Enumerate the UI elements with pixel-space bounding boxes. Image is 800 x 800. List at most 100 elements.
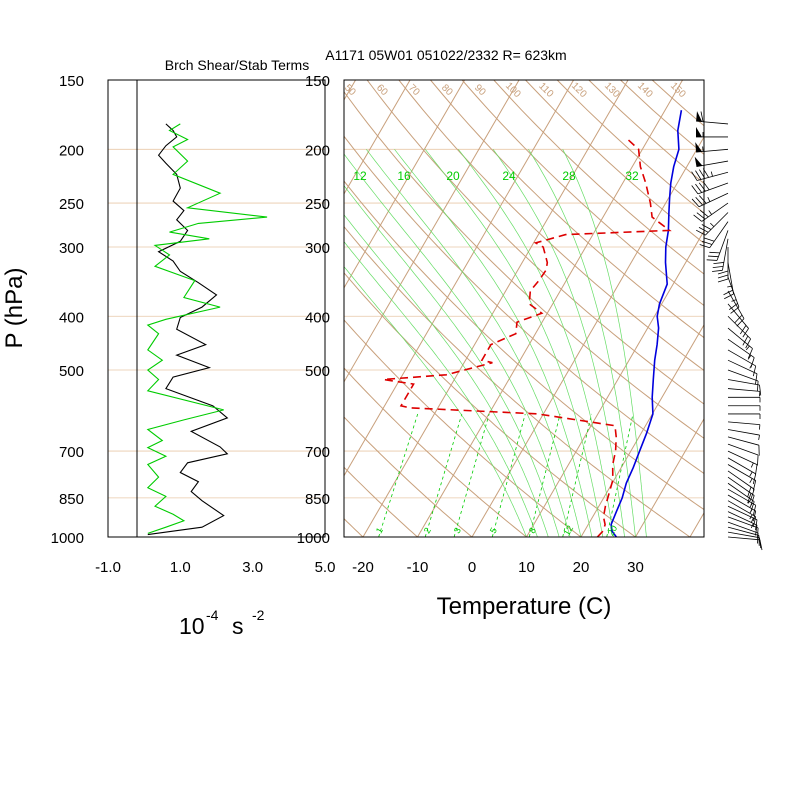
wind-barb xyxy=(727,443,759,466)
shear-line-black xyxy=(147,123,229,536)
wind-barb xyxy=(727,470,755,500)
wind-barb-half-feather xyxy=(708,210,712,215)
wind-barb-feather xyxy=(757,380,759,392)
wind-barb-feather xyxy=(698,169,706,179)
wind-barb-feather xyxy=(717,274,729,279)
wind-barb-feather xyxy=(734,314,743,324)
left-xlabel-unit-exp: -2 xyxy=(252,607,265,623)
skew-x-tick-label: 0 xyxy=(468,559,476,576)
moist-adiabat-line xyxy=(344,241,538,537)
mixing-ratio-line xyxy=(424,413,463,537)
stability-line-green xyxy=(146,123,268,534)
wind-barb-feather xyxy=(755,373,758,385)
wind-barb-shaft xyxy=(727,436,760,446)
wind-barb-feather xyxy=(706,259,718,261)
wind-barb xyxy=(691,168,729,181)
wind-barb xyxy=(706,230,729,261)
wind-barb xyxy=(693,202,729,222)
wind-barb-shaft xyxy=(698,192,729,208)
skew-x-tick-label: 30 xyxy=(627,559,644,576)
left-xlabel-base: 10 xyxy=(179,613,205,639)
left-series-group xyxy=(146,123,268,536)
wind-barb-shaft xyxy=(727,531,760,539)
wind-barb-shaft xyxy=(727,327,753,349)
left-y-tick-label: 500 xyxy=(59,363,84,380)
dry-adiabat-line xyxy=(619,80,704,155)
dry-adiabat-line xyxy=(344,272,637,537)
wind-barb xyxy=(728,405,761,411)
left-x-tick-label: 3.0 xyxy=(242,559,263,576)
wind-barb-shaft xyxy=(727,315,751,340)
wind-barb-feather xyxy=(695,196,703,206)
wind-barb-pennant xyxy=(695,142,703,153)
skew-x-tick-labels: -20 -10 0 10 20 30 xyxy=(352,559,644,576)
wind-barb-pennant xyxy=(696,111,703,122)
wind-barb-feather xyxy=(752,505,757,516)
shear-stability-panel: 150 200 250 300 400 500 700 850 1000 -1.0 1.0 3.0 5… xyxy=(51,73,336,576)
left-x-tick-label: -1.0 xyxy=(95,559,121,576)
skew-y-tick-label: 1000 xyxy=(297,530,330,547)
wind-barb-feather xyxy=(747,486,752,497)
left-y-tick-label: 200 xyxy=(59,142,84,159)
wind-barb-shaft xyxy=(727,521,759,534)
wind-barb-feather xyxy=(750,357,755,368)
isotherm-line xyxy=(344,80,465,289)
isotherm-line xyxy=(635,417,704,537)
skew-y-tick-label: 250 xyxy=(305,196,330,213)
wind-barb-shaft xyxy=(727,505,758,521)
wind-barb xyxy=(727,464,757,491)
left-y-tick-label: 400 xyxy=(59,309,84,326)
wind-barb xyxy=(727,276,740,314)
wind-barb-feather xyxy=(695,229,706,236)
wind-barb-shaft xyxy=(727,338,755,358)
wind-barb xyxy=(727,315,751,349)
mixing-ratio-label: 3 xyxy=(452,526,463,535)
mixing-ratio-label: 8 xyxy=(527,526,538,535)
wind-barb-feather xyxy=(752,510,757,522)
dry-adiabat-line xyxy=(524,80,704,244)
wind-barb-feather xyxy=(739,325,747,335)
mixing-ratio-label: 20 xyxy=(606,524,620,538)
wind-barb-feather xyxy=(717,270,729,275)
wind-barb-shaft xyxy=(701,202,729,222)
left-y-tick-label: 300 xyxy=(59,240,84,257)
left-xlabel-exp: -4 xyxy=(206,607,219,623)
moist-adiabat-line xyxy=(366,149,582,537)
skew-x-tick-label: 20 xyxy=(573,559,590,576)
wind-barb xyxy=(727,500,757,527)
wind-barb-feather xyxy=(724,293,734,300)
wind-barb-shaft xyxy=(727,536,760,541)
wind-barb xyxy=(723,262,734,300)
wind-barb-feather xyxy=(748,348,753,359)
skew-y-tick-label: 850 xyxy=(305,491,330,508)
wind-barb xyxy=(695,212,729,236)
left-y-tick-label: 850 xyxy=(59,491,84,508)
skew-y-tick-labels: 150 200 250 300 400 500 700 850 1000 xyxy=(297,73,330,547)
dry-adiabat-line xyxy=(344,416,473,537)
wind-barb-shaft xyxy=(727,482,755,502)
moist-adiabat-line xyxy=(562,149,647,537)
isotherm-line xyxy=(745,80,800,537)
wind-barb-feather xyxy=(707,255,719,258)
wind-barb xyxy=(727,457,757,485)
dry-adiabat-label: 80 xyxy=(439,82,455,98)
wind-barb xyxy=(727,429,760,441)
wind-barb-shaft xyxy=(727,494,756,512)
left-y-tick-label: 1000 xyxy=(51,530,84,547)
isotherm-line xyxy=(344,80,520,383)
left-panel-frame xyxy=(107,79,326,538)
wind-barb-feather xyxy=(702,168,710,178)
wind-barb-shaft xyxy=(727,379,760,386)
dry-adiabat-line xyxy=(344,319,582,537)
skew-t-series-group xyxy=(383,110,683,537)
wind-barb-feather xyxy=(709,251,720,254)
wind-barb-feather xyxy=(698,226,709,233)
wind-barb-feather xyxy=(699,210,709,218)
dry-adiabat-line xyxy=(344,466,419,537)
wind-barb-half-feather xyxy=(707,196,711,202)
skew-x-tick-label: 10 xyxy=(518,559,535,576)
moist-adiabat-line xyxy=(344,214,549,537)
wind-barb-feather xyxy=(752,473,757,485)
wind-barb-shaft xyxy=(705,212,729,236)
